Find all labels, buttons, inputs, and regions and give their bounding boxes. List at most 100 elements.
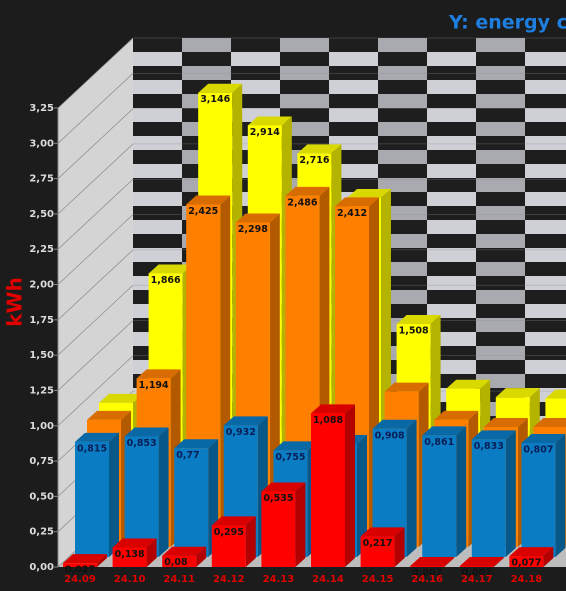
bar: 0,853 — [124, 427, 169, 557]
bar-top — [124, 427, 169, 437]
bar-front — [410, 566, 445, 567]
bar: 0,08 — [162, 546, 207, 568]
grid-line — [57, 249, 134, 321]
bar-front — [63, 563, 97, 567]
bar-side — [543, 547, 554, 567]
y-tick-label: 0,00 — [29, 562, 54, 573]
bar-front — [112, 547, 147, 567]
x-tick-label: 24.16 — [411, 574, 443, 585]
grid-line — [57, 37, 134, 109]
bar: 0,217 — [360, 527, 405, 567]
bar-front — [509, 556, 544, 567]
bar-front — [75, 441, 109, 557]
bar-top — [162, 546, 207, 556]
y-tick-label: 2,00 — [29, 280, 54, 291]
x-tick-label: 24.17 — [461, 574, 493, 585]
grid-line — [57, 73, 134, 144]
bar-top — [446, 379, 491, 389]
bar-front — [422, 435, 457, 557]
bar-front — [521, 443, 556, 557]
bar-top — [297, 144, 342, 154]
y-axis-title: kWh — [3, 277, 27, 327]
value-label: 0,932 — [226, 427, 256, 438]
value-label: 0,815 — [77, 443, 107, 454]
x-tick-label: 24.13 — [263, 574, 295, 585]
x-tick-label: 24.18 — [511, 574, 543, 585]
bar-top — [198, 83, 243, 93]
bar-top — [372, 419, 417, 429]
bars: 1,866 3,146 2,914 2,716 1,508 1,194 2,425 2,298… — [63, 83, 566, 579]
bar-top — [347, 189, 391, 199]
bar-top — [99, 393, 143, 403]
grid-line — [57, 284, 134, 356]
value-label: 0,295 — [214, 527, 244, 538]
y-tick-label: 1,75 — [29, 315, 54, 326]
bar-top — [63, 554, 107, 564]
x-tick-label: 24.14 — [312, 574, 344, 585]
bar-top — [174, 439, 219, 449]
bar-top — [533, 417, 566, 427]
y-tick-label: 0,75 — [29, 456, 54, 467]
value-label: 0,908 — [375, 430, 405, 441]
bar-front — [471, 439, 506, 557]
value-label: 0,853 — [127, 438, 157, 449]
value-label: 0,217 — [363, 538, 393, 549]
value-label: 0,77 — [176, 450, 199, 461]
bar-front — [162, 555, 197, 567]
axis: 0,00 0,25 0,50 0,75 1,00 1,25 1,50 1,75 2,00 2,25… — [29, 103, 542, 585]
bar: 0,535 — [261, 482, 306, 567]
value-label: 2,412 — [337, 208, 367, 219]
bar-top — [384, 382, 429, 392]
bar-side — [245, 516, 256, 567]
bar-top — [483, 417, 528, 427]
y-tick-label: 1,50 — [29, 350, 54, 361]
bar: 0,138 — [112, 538, 157, 567]
bar-side — [158, 427, 169, 557]
value-label: 1,866 — [151, 275, 181, 286]
chart-title: Y: energy c — [448, 12, 566, 34]
grid-line — [57, 178, 134, 250]
bar-side — [345, 404, 355, 567]
bar-front — [211, 525, 246, 567]
bar-front — [459, 566, 494, 567]
y-tick-label: 1,00 — [29, 421, 54, 432]
bar-top — [509, 547, 554, 557]
bar-top — [247, 116, 292, 126]
bar-side — [295, 482, 306, 567]
value-label: 1,508 — [399, 326, 429, 337]
bar-side — [456, 426, 467, 557]
value-label: 1,088 — [313, 415, 343, 426]
bar: 0,77 — [174, 439, 219, 557]
grid-line — [57, 320, 134, 391]
y-tick-label: 3,00 — [29, 138, 54, 149]
bar-top — [311, 404, 355, 414]
y-tick-label: 2,25 — [29, 244, 54, 255]
bar-top — [136, 369, 181, 379]
x-tick-label: 24.12 — [213, 574, 245, 585]
bar-top — [75, 432, 119, 442]
bar-side — [505, 430, 516, 557]
bar-top — [186, 195, 231, 205]
bar-top — [360, 527, 405, 537]
bar: 0,007 — [410, 557, 455, 579]
bar-side — [555, 434, 566, 557]
bar-top — [273, 441, 318, 451]
value-label: 0,08 — [164, 557, 188, 568]
y-tick-label: 3,25 — [29, 103, 54, 114]
bar-top — [261, 482, 306, 492]
value-label: 0,807 — [523, 445, 553, 456]
bar-side — [196, 546, 207, 567]
bar-top — [285, 186, 330, 196]
bar-side — [394, 527, 405, 567]
value-label: 0,833 — [474, 441, 504, 452]
bar-top — [434, 410, 479, 420]
y-tick-label: 1,25 — [29, 385, 54, 396]
grid-line — [57, 214, 134, 285]
bar-top — [545, 389, 566, 399]
bar-top — [495, 388, 540, 398]
y-tick-label: 0,25 — [29, 527, 54, 538]
bar-front — [261, 491, 296, 567]
bar: 0,833 — [471, 430, 516, 557]
